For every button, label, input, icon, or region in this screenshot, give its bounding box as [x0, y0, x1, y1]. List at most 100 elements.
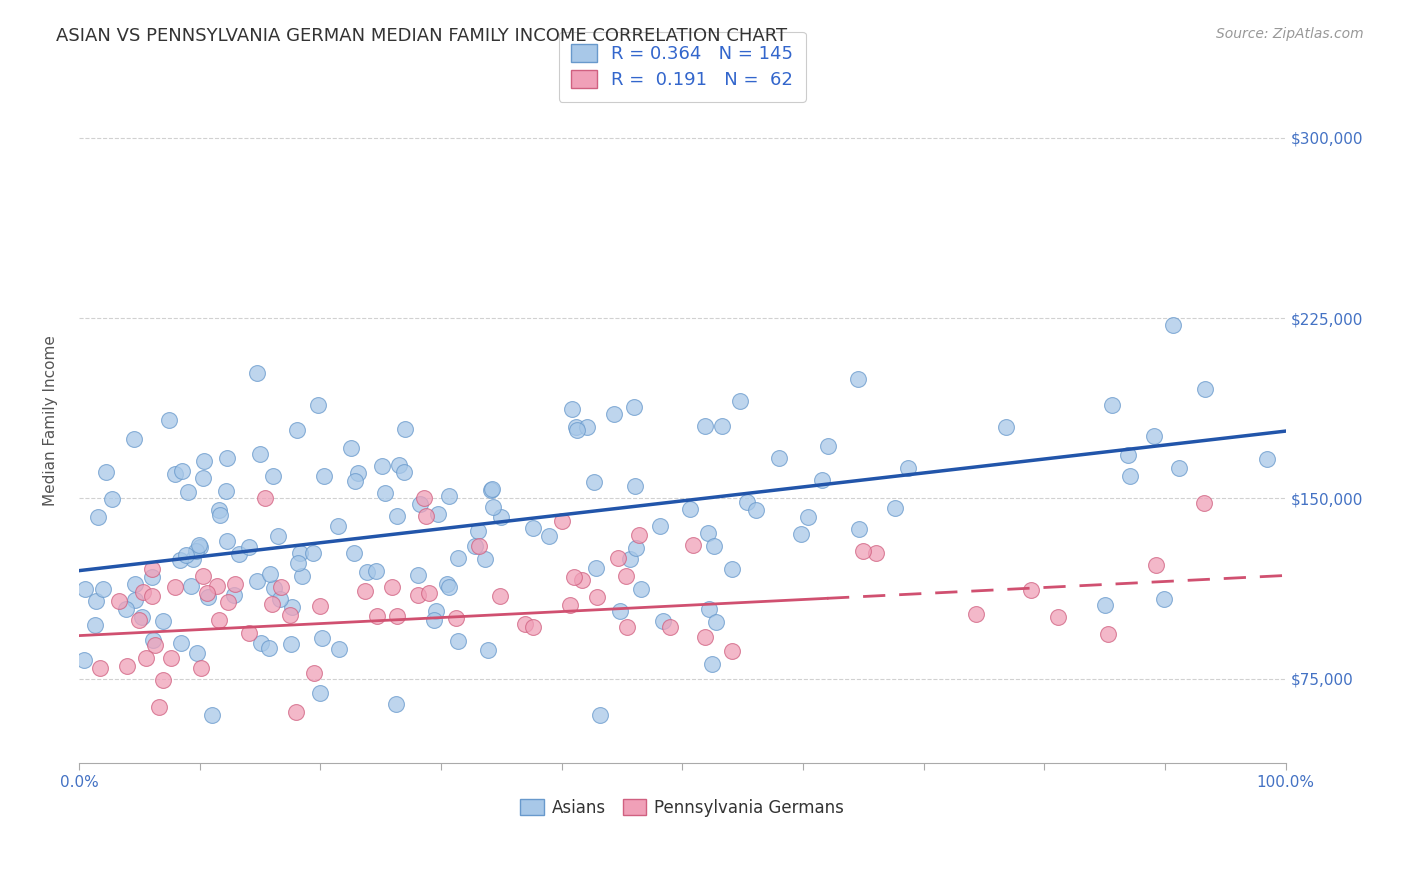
Point — [208, 613, 231, 627]
Point — [340, 442, 363, 456]
Point — [482, 500, 505, 514]
Point — [768, 451, 790, 466]
Point — [115, 659, 138, 673]
Point — [228, 547, 250, 561]
Point — [702, 539, 724, 553]
Point — [658, 620, 681, 634]
Point — [711, 419, 734, 434]
Point — [408, 568, 430, 582]
Point — [607, 551, 630, 566]
Point — [467, 524, 489, 538]
Point — [488, 589, 510, 603]
Point — [562, 570, 585, 584]
Point — [575, 420, 598, 434]
Point — [585, 560, 607, 574]
Point — [108, 594, 131, 608]
Point — [630, 582, 652, 596]
Point — [281, 599, 304, 614]
Point — [392, 465, 415, 479]
Point — [1256, 451, 1278, 466]
Point — [437, 580, 460, 594]
Point — [207, 579, 229, 593]
Point — [652, 615, 675, 629]
Point — [269, 591, 291, 606]
Point — [159, 413, 181, 427]
Point — [371, 459, 394, 474]
Point — [616, 620, 638, 634]
Point — [522, 521, 544, 535]
Point — [447, 551, 470, 566]
Point — [263, 582, 285, 596]
Point — [89, 661, 111, 675]
Point — [188, 538, 211, 552]
Point — [347, 466, 370, 480]
Point — [447, 633, 470, 648]
Legend: Asians, Pennsylvania Germans: Asians, Pennsylvania Germans — [513, 792, 851, 823]
Point — [169, 553, 191, 567]
Point — [131, 609, 153, 624]
Point — [86, 594, 108, 608]
Point — [285, 423, 308, 437]
Point — [412, 491, 434, 505]
Point — [186, 646, 208, 660]
Point — [385, 609, 408, 624]
Point — [464, 540, 486, 554]
Point — [381, 581, 404, 595]
Point — [302, 546, 325, 560]
Point — [96, 465, 118, 479]
Point — [259, 567, 281, 582]
Point — [626, 541, 648, 555]
Point — [246, 366, 269, 380]
Point — [143, 638, 166, 652]
Point — [682, 538, 704, 552]
Point — [1167, 460, 1189, 475]
Point — [75, 582, 97, 596]
Point — [249, 447, 271, 461]
Point — [180, 579, 202, 593]
Point — [735, 495, 758, 509]
Point — [619, 552, 641, 566]
Point — [270, 580, 292, 594]
Point — [215, 484, 238, 499]
Point — [190, 661, 212, 675]
Point — [700, 657, 723, 672]
Point — [537, 529, 560, 543]
Point — [354, 584, 377, 599]
Point — [309, 599, 332, 613]
Point — [159, 651, 181, 665]
Point — [425, 604, 447, 618]
Point — [280, 637, 302, 651]
Point — [582, 475, 605, 489]
Point — [1118, 468, 1140, 483]
Point — [481, 483, 503, 497]
Point — [513, 617, 536, 632]
Point — [170, 636, 193, 650]
Point — [720, 562, 742, 576]
Point — [176, 484, 198, 499]
Point — [695, 419, 717, 434]
Point — [257, 641, 280, 656]
Point — [311, 631, 333, 645]
Point — [374, 486, 396, 500]
Point — [142, 633, 165, 648]
Point — [565, 423, 588, 437]
Point — [1192, 496, 1215, 510]
Point — [197, 590, 219, 604]
Point — [152, 614, 174, 628]
Point — [343, 546, 366, 560]
Point — [385, 697, 408, 711]
Point — [328, 641, 350, 656]
Point — [388, 458, 411, 472]
Point — [191, 568, 214, 582]
Point — [477, 643, 499, 657]
Point — [115, 602, 138, 616]
Point — [366, 608, 388, 623]
Point — [623, 401, 645, 415]
Point — [468, 539, 491, 553]
Point — [215, 533, 238, 548]
Point — [614, 568, 637, 582]
Point — [697, 526, 720, 541]
Point — [1019, 582, 1042, 597]
Point — [1153, 591, 1175, 606]
Point — [481, 482, 503, 496]
